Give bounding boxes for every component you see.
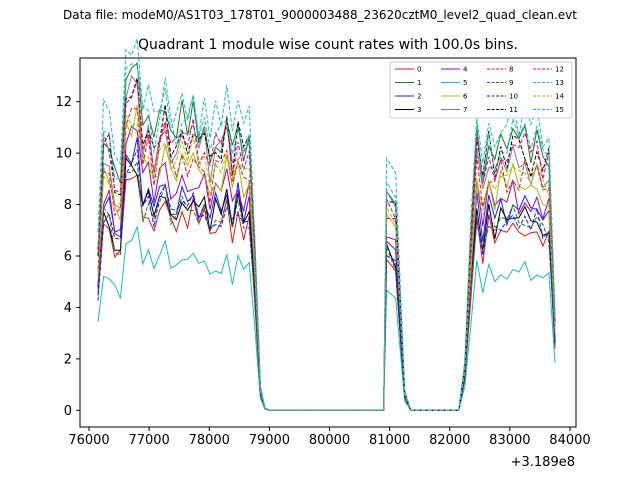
chart-suptitle: Data file: modeM0/AS1T03_178T01_90000034…: [63, 8, 577, 22]
x-tick-label: 84000: [549, 433, 590, 448]
x-tick-label: 76000: [68, 433, 109, 448]
legend-label-14: 14: [555, 93, 564, 101]
y-axis: 0 2 4 6 8 10 12: [55, 95, 80, 419]
legend-label-4: 4: [463, 66, 468, 74]
y-tick-label: 8: [64, 198, 72, 213]
x-axis-offset-label: +3.189e8: [511, 455, 575, 470]
legend-label-12: 12: [555, 66, 564, 74]
legend-label-3: 3: [417, 106, 421, 114]
legend-label-1: 1: [417, 79, 421, 87]
x-tick-label: 83000: [489, 433, 530, 448]
legend-label-2: 2: [417, 93, 421, 101]
legend-label-9: 9: [509, 79, 513, 87]
series-line-14: [97, 113, 556, 411]
legend-label-7: 7: [463, 106, 467, 114]
y-tick-label: 10: [55, 147, 72, 162]
y-tick-label: 2: [64, 352, 72, 367]
plot-frame: [79, 57, 577, 428]
series-line-10: [97, 149, 556, 411]
legend-box: [389, 61, 573, 119]
x-tick-label: 77000: [128, 433, 169, 448]
legend-label-8: 8: [509, 66, 513, 74]
y-tick-label: 0: [64, 404, 72, 419]
x-tick-label: 79000: [249, 433, 290, 448]
x-tick-label: 80000: [309, 433, 350, 448]
legend-label-11: 11: [509, 106, 518, 114]
y-tick-label: 4: [64, 301, 72, 316]
y-tick-label: 12: [55, 95, 72, 110]
x-tick-label: 78000: [189, 433, 230, 448]
series-line-5: [97, 224, 556, 411]
y-tick-label: 6: [64, 250, 72, 265]
legend-label-6: 6: [463, 93, 468, 101]
series-line-7: [97, 74, 556, 411]
chart-title: Quadrant 1 module wise count rates with …: [138, 37, 518, 53]
legend-label-0: 0: [417, 66, 421, 74]
x-axis: 76000 77000 78000 79000 80000 81000 82000 83000…: [68, 427, 591, 448]
x-tick-label: 81000: [369, 433, 410, 448]
series-line-15: [97, 63, 556, 411]
legend-label-5: 5: [463, 79, 467, 87]
legend-label-10: 10: [509, 93, 518, 101]
legend-label-13: 13: [555, 79, 564, 87]
x-tick-label: 82000: [429, 433, 470, 448]
legend-label-15: 15: [555, 106, 564, 114]
